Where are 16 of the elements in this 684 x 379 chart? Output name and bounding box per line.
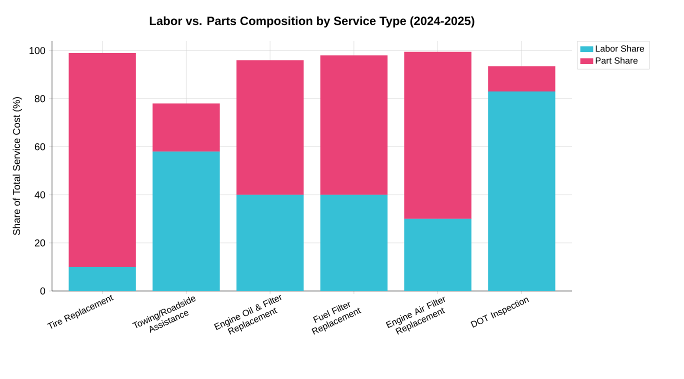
- bar: [68, 52, 136, 268]
- chart-title: Labor vs. Parts Composition by Service Type (2024-2025): [150, 16, 474, 28]
- bar: [488, 66, 556, 92]
- bar: [320, 55, 388, 195]
- y-axis-title: Share of Total Service Cost (%): [12, 97, 22, 236]
- y-tick-label: 80: [34, 95, 46, 102]
- y-tick-label: 0: [40, 287, 46, 295]
- legend-label: Labor Share: [596, 45, 644, 52]
- y-tick-label: 60: [34, 143, 46, 150]
- bar: [404, 52, 472, 219]
- bar: [236, 60, 304, 195]
- y-tick-label: 40: [34, 191, 46, 198]
- legend-label: Part Share: [596, 57, 638, 64]
- y-tick-label: 100: [30, 47, 46, 54]
- y-tick-label: 20: [34, 239, 46, 246]
- bar: [152, 103, 220, 152]
